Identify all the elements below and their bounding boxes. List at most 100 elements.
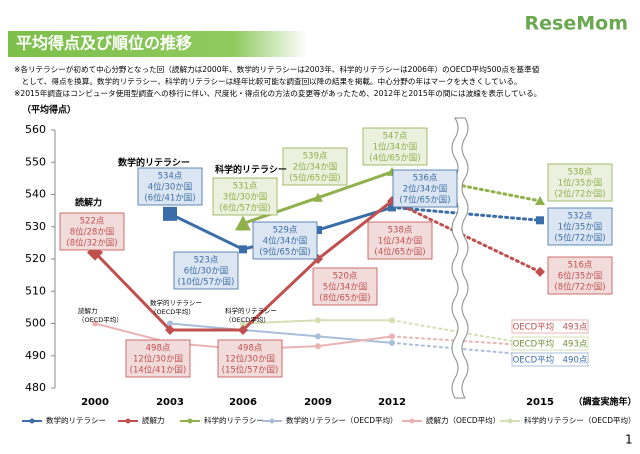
rank-label: 4位/34か国 <box>263 236 308 247</box>
label-box <box>547 207 613 246</box>
x-axis-label: （調査実施年） <box>573 396 636 408</box>
rank-label: 8位/28か国 <box>70 227 115 238</box>
series-annotation: 科学的リテラシー <box>225 306 277 315</box>
y-tick-label: 540 <box>25 188 46 201</box>
title: 平均得点及び順位の推移 <box>16 34 192 53</box>
legend-label: 読解力 <box>142 415 165 425</box>
x-tick-label: 2012 <box>378 397 406 408</box>
rank-label: (5位/72か国) <box>554 233 605 244</box>
legend-marker <box>125 418 131 424</box>
marker <box>389 333 395 340</box>
series-annotation: （OECD平均） <box>78 315 123 324</box>
marker <box>315 317 321 324</box>
note: ※各リテラシーが初めて中心分野となった回（読解力は2000年、数学的リテラシーは… <box>14 64 540 74</box>
label-box <box>217 339 283 378</box>
value-label: 538点 <box>568 168 593 178</box>
legend-marker <box>409 418 415 424</box>
value-label: 516点 <box>568 261 593 271</box>
marker <box>240 320 246 327</box>
legend-marker <box>29 418 35 424</box>
value-label: OECD平均 493点 <box>513 339 588 350</box>
line-segment <box>391 335 541 348</box>
rank-label: (6位/57か国) <box>219 203 270 214</box>
marker <box>92 320 98 327</box>
rank-label: (4位/65か国) <box>374 247 425 258</box>
series-annotation: 数学的リテラシー <box>118 157 190 169</box>
y-tick-label: 490 <box>25 349 46 362</box>
label-box <box>59 212 125 251</box>
label-box <box>362 127 428 166</box>
marker <box>388 203 396 212</box>
value-label: 536点 <box>413 174 438 184</box>
axis-break <box>451 117 469 399</box>
label-box <box>392 169 458 208</box>
series-annotation: 数学的リテラシー <box>150 298 202 307</box>
logo: ReseMom <box>525 13 628 35</box>
line-segment <box>317 335 393 344</box>
legend-marker <box>269 418 275 424</box>
rank-label: (10位/57か国) <box>178 277 235 288</box>
rank-label: 2位/34か国 <box>403 184 448 195</box>
rank-label: (4位/65か国) <box>369 153 420 164</box>
rank-label: (7位/65か国) <box>399 195 450 206</box>
series-annotation: 読解力 <box>78 306 98 315</box>
x-tick-label: 2000 <box>81 397 109 408</box>
marker <box>389 339 395 346</box>
y-tick-label: 480 <box>25 381 46 394</box>
marker <box>163 206 177 221</box>
label-box <box>125 339 191 378</box>
line-segment <box>391 341 541 357</box>
label-box <box>252 221 318 260</box>
marker <box>536 216 544 225</box>
legend-marker <box>187 418 193 424</box>
marker <box>535 195 545 205</box>
rank-label: (5位/65か国) <box>289 173 340 184</box>
label-box <box>312 267 378 306</box>
rank-label: (14位/41か国) <box>130 365 187 376</box>
label-box <box>282 147 348 186</box>
line-segment <box>241 257 320 332</box>
label-box <box>173 251 239 290</box>
value-label: 547点 <box>383 132 408 142</box>
y-tick-label: 560 <box>25 123 46 136</box>
value-label: 498点 <box>238 344 263 354</box>
marker <box>315 333 321 340</box>
line-segment <box>242 328 319 338</box>
value-label: 538点 <box>388 226 413 236</box>
marker <box>315 343 321 350</box>
value-label: 531点 <box>233 182 258 192</box>
marker <box>535 266 545 277</box>
label-box <box>511 336 589 351</box>
legend-label: 読解力（OECD平均） <box>426 415 500 425</box>
value-label: 523点 <box>194 256 219 266</box>
marker <box>165 324 175 335</box>
value-label: 539点 <box>303 152 328 162</box>
y-axis-label: （平均得点） <box>22 104 76 116</box>
marker <box>167 320 173 327</box>
rank-label: 1位/35か国 <box>558 222 603 233</box>
rank-label: (15位/57か国) <box>222 365 279 376</box>
y-tick-label: 550 <box>25 155 46 168</box>
rank-label: (9位/65か国) <box>259 247 310 258</box>
series-annotation: 読解力 <box>75 197 102 209</box>
y-tick-label: 500 <box>25 317 46 330</box>
line-segment <box>390 199 542 274</box>
series-annotation: 科学的リテラシー <box>215 164 287 176</box>
rank-label: (8位/32か国) <box>66 238 117 249</box>
rank-label: (8位/72か国) <box>554 282 605 293</box>
value-label: 498点 <box>146 344 171 354</box>
legend-label: 数学的リテラシー（OECD平均） <box>286 415 398 425</box>
marker <box>313 192 323 202</box>
line-segment <box>316 170 394 200</box>
rank-label: 2位/34か国 <box>293 162 338 173</box>
line-segment <box>93 251 172 332</box>
y-tick-label: 520 <box>25 252 46 265</box>
rank-label: 6位/30か国 <box>184 266 229 277</box>
rank-label: 6位/35か国 <box>558 271 603 282</box>
line-segment <box>241 196 320 226</box>
value-label: OECD平均 493点 <box>513 322 588 333</box>
rank-label: (6位/41か国) <box>144 193 195 204</box>
label-box <box>212 177 278 216</box>
legend-label: 科学的リテラシー <box>204 415 264 425</box>
